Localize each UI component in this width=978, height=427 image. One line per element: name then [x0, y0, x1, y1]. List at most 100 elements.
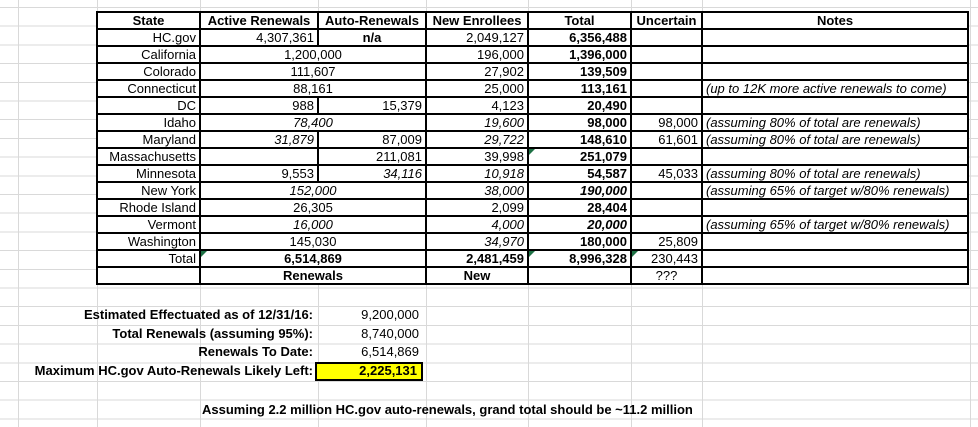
header-uncertain[interactable]: Uncertain	[630, 11, 703, 30]
notes-cell[interactable]: (assuming 65% of target w/80% renewals)	[701, 181, 969, 200]
auto-renewals-cell[interactable]: 87,009	[317, 130, 427, 149]
total-cell[interactable]: 28,404	[527, 198, 632, 217]
renewals-label-cell[interactable]: Renewals	[199, 266, 427, 285]
total-renewals-cell[interactable]: 6,514,869	[199, 249, 427, 268]
state-cell[interactable]: HC.gov	[96, 28, 201, 47]
summary-label-renewals-to-date[interactable]: Renewals To Date:	[198, 344, 313, 360]
new-enrollees-cell[interactable]: 4,000	[425, 215, 529, 234]
state-cell[interactable]: Connecticut	[96, 79, 201, 98]
notes-cell[interactable]: (assuming 80% of total are renewals)	[701, 164, 969, 183]
total-cell[interactable]: 6,356,488	[527, 28, 632, 47]
total-cell[interactable]: 251,079	[527, 147, 632, 166]
state-cell[interactable]: DC	[96, 96, 201, 115]
total-notes-cell[interactable]	[701, 249, 969, 268]
uncertain-cell[interactable]: 61,601	[630, 130, 703, 149]
notes-cell[interactable]	[701, 62, 969, 81]
new-enrollees-cell[interactable]: 38,000	[425, 181, 529, 200]
new-enrollees-cell[interactable]: 25,000	[425, 79, 529, 98]
uncertain-cell[interactable]	[630, 62, 703, 81]
total-cell[interactable]: 1,396,000	[527, 45, 632, 64]
new-label-cell[interactable]: New	[425, 266, 529, 285]
new-enrollees-cell[interactable]: 39,998	[425, 147, 529, 166]
header-total[interactable]: Total	[527, 11, 632, 30]
summary-value-max-auto-renewals-left[interactable]: 2,225,131	[315, 362, 423, 381]
new-enrollees-cell[interactable]: 29,722	[425, 130, 529, 149]
auto-renewals-cell[interactable]: 211,081	[317, 147, 427, 166]
renewals-merged-cell[interactable]: 88,161	[199, 79, 427, 98]
notes-cell[interactable]	[701, 96, 969, 115]
renewals-merged-cell[interactable]: 111,607	[199, 62, 427, 81]
summary-label-total-renewals[interactable]: Total Renewals (assuming 95%):	[112, 325, 313, 341]
auto-renewals-cell[interactable]: 34,116	[317, 164, 427, 183]
renewals-merged-cell[interactable]: 145,030	[199, 232, 427, 251]
total-cell[interactable]: 20,000	[527, 215, 632, 234]
total-cell[interactable]: 20,490	[527, 96, 632, 115]
renewals-merged-cell[interactable]: 26,305	[199, 198, 427, 217]
state-cell[interactable]: Massachusetts	[96, 147, 201, 166]
total-new-enrollees-cell[interactable]: 2,481,459	[425, 249, 529, 268]
active-renewals-cell[interactable]: 31,879	[199, 130, 319, 149]
total-cell[interactable]: 113,161	[527, 79, 632, 98]
header-auto-renewals[interactable]: Auto-Renewals	[317, 11, 427, 30]
renewals-merged-cell[interactable]: 152,000	[199, 181, 427, 200]
notes-cell[interactable]	[701, 45, 969, 64]
auto-renewals-cell[interactable]: n/a	[317, 28, 427, 47]
total-cell[interactable]: 190,000	[527, 181, 632, 200]
new-enrollees-cell[interactable]: 2,049,127	[425, 28, 529, 47]
notes-cell[interactable]	[701, 198, 969, 217]
uncertain-cell[interactable]	[630, 198, 703, 217]
state-cell[interactable]: Washington	[96, 232, 201, 251]
header-active-renewals[interactable]: Active Renewals	[199, 11, 319, 30]
new-enrollees-cell[interactable]: 10,918	[425, 164, 529, 183]
new-enrollees-cell[interactable]: 19,600	[425, 113, 529, 132]
summary-value-estimated-effectuated[interactable]: 9,200,000	[361, 307, 419, 322]
active-renewals-cell[interactable]	[199, 147, 319, 166]
footnote[interactable]: Assuming 2.2 million HC.gov auto-renewal…	[202, 402, 693, 417]
uncertain-cell[interactable]	[630, 147, 703, 166]
header-state[interactable]: State	[96, 11, 201, 30]
total-cell[interactable]: 180,000	[527, 232, 632, 251]
summary-value-total-renewals[interactable]: 8,740,000	[361, 325, 419, 341]
uncertain-cell[interactable]	[630, 96, 703, 115]
active-renewals-cell[interactable]: 4,307,361	[199, 28, 319, 47]
state-cell[interactable]: New York	[96, 181, 201, 200]
uncertain-cell[interactable]	[630, 79, 703, 98]
summary-label-estimated-effectuated[interactable]: Estimated Effectuated as of 12/31/16:	[83, 307, 313, 322]
header-notes[interactable]: Notes	[701, 11, 969, 30]
active-renewals-cell[interactable]: 988	[199, 96, 319, 115]
uncertain-cell[interactable]: 98,000	[630, 113, 703, 132]
new-enrollees-cell[interactable]: 196,000	[425, 45, 529, 64]
new-enrollees-cell[interactable]: 34,970	[425, 232, 529, 251]
notes-cell[interactable]	[701, 232, 969, 251]
uncertain-cell[interactable]	[630, 215, 703, 234]
new-enrollees-cell[interactable]: 27,902	[425, 62, 529, 81]
uncertain-cell[interactable]	[630, 28, 703, 47]
summary-value-renewals-to-date[interactable]: 6,514,869	[361, 344, 419, 360]
state-cell[interactable]: Rhode Island	[96, 198, 201, 217]
empty-bordered-cell[interactable]	[527, 266, 632, 285]
auto-renewals-cell[interactable]: 15,379	[317, 96, 427, 115]
total-total-cell[interactable]: 8,996,328	[527, 249, 632, 268]
notes-cell[interactable]: (assuming 80% of total are renewals)	[701, 113, 969, 132]
notes-cell[interactable]: (assuming 80% of total are renewals)	[701, 130, 969, 149]
renewals-merged-cell[interactable]: 16,000	[199, 215, 427, 234]
total-cell[interactable]: 98,000	[527, 113, 632, 132]
uncertain-cell[interactable]: 45,033	[630, 164, 703, 183]
state-cell[interactable]: Colorado	[96, 62, 201, 81]
notes-cell[interactable]	[701, 28, 969, 47]
total-cell[interactable]: 139,509	[527, 62, 632, 81]
uncertain-cell[interactable]	[630, 45, 703, 64]
state-cell[interactable]: Maryland	[96, 130, 201, 149]
active-renewals-cell[interactable]: 9,553	[199, 164, 319, 183]
total-uncertain-cell[interactable]: 230,443	[630, 249, 703, 268]
state-cell[interactable]: Vermont	[96, 215, 201, 234]
notes-cell[interactable]: (assuming 65% of target w/80% renewals)	[701, 215, 969, 234]
notes-cell[interactable]	[701, 147, 969, 166]
uncertain-cell[interactable]	[630, 181, 703, 200]
state-cell[interactable]: California	[96, 45, 201, 64]
uncertain-cell[interactable]: 25,809	[630, 232, 703, 251]
total-label-cell[interactable]: Total	[96, 249, 201, 268]
summary-label-max-auto-renewals-left[interactable]: Maximum HC.gov Auto-Renewals Likely Left…	[34, 363, 313, 379]
renewals-merged-cell[interactable]: 78,400	[199, 113, 427, 132]
new-enrollees-cell[interactable]: 2,099	[425, 198, 529, 217]
